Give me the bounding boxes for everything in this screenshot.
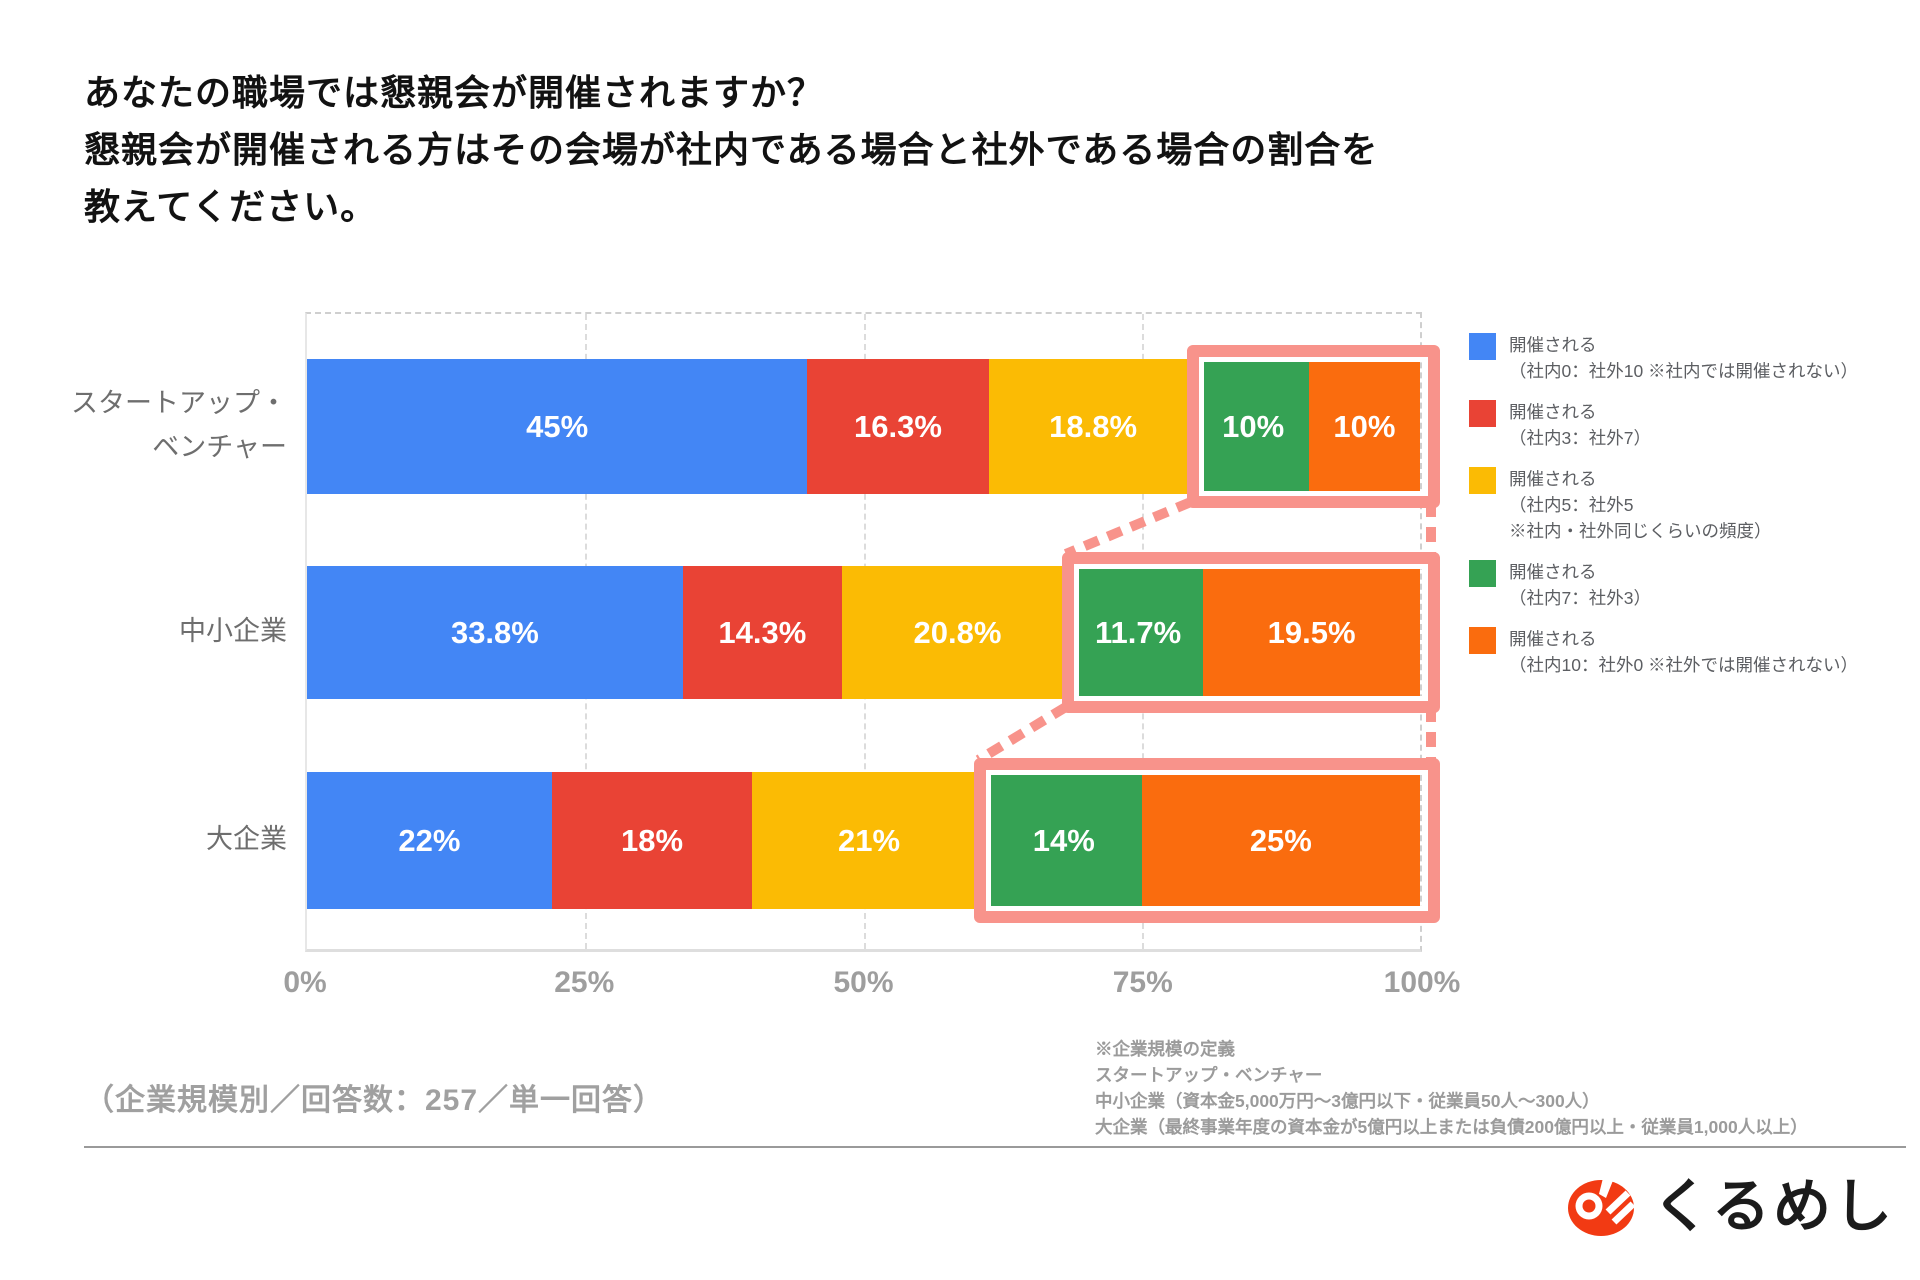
bar-segment-s2-row3: 18% [551, 772, 753, 909]
legend-item: 開催される （社内5：社外5 ※社内・社外同じくらいの頻度） [1469, 466, 1899, 544]
bar-segment-s3-row2: 20.8% [841, 566, 1074, 699]
legend-label: 開催される （社内10：社外0 ※社外では開催されない） [1509, 629, 1859, 675]
x-axis-tick-label: 75% [1112, 966, 1173, 999]
bar-value-label: 25% [1249, 822, 1312, 858]
chart-title-line: あなたの職場では懇親会が開催されますか？ [84, 72, 825, 113]
definition-note-line: 中小企業（資本金5,000万円～3億円以下・従業員50人～300人） [1095, 1091, 1600, 1111]
definition-note-line: 大企業（最終事業年度の資本金が5億円以上または負債200億円以上・従業員1,00… [1095, 1117, 1808, 1137]
legend-label: 開催される （社内3：社外7） [1509, 402, 1651, 448]
bar-segment-s3-row3: 21% [752, 772, 986, 909]
bar-value-label: 10% [1222, 408, 1285, 444]
bar-value-label: 33.8% [450, 614, 539, 650]
bar-segment-s1-row3: 22% [307, 772, 552, 909]
brand-logo: くるめし [1566, 1176, 1895, 1238]
definition-note-line: ※企業規模の定義 [1095, 1039, 1235, 1059]
bar-segment-s5-row3: 25% [1141, 772, 1420, 909]
legend-swatch [1469, 333, 1496, 360]
legend-label: 開催される （社内0：社外10 ※社内では開催されない） [1509, 335, 1859, 381]
legend-item: 開催される （社内3：社外7） [1469, 399, 1899, 451]
bar-value-label: 10% [1333, 408, 1396, 444]
bar-segment-s2-row2: 14.3% [682, 566, 842, 699]
chart-legend: 開催される （社内0：社外10 ※社内では開催されない） 開催される （社内3：社外7… [1469, 332, 1899, 693]
bar-row-2: 33.8% 14.3% 20.8% 11.7% 19.5% [307, 566, 1420, 699]
survey-note: （企業規模別／回答数：257／単一回答） [84, 1084, 665, 1117]
legend-label: 開催される （社内5：社外5 ※社内・社外同じくらいの頻度） [1509, 469, 1772, 541]
bar-value-label: 45% [526, 408, 589, 444]
y-axis-category-label: 中小企業 [179, 615, 287, 646]
legend-item: 開催される （社内7：社外3） [1469, 559, 1899, 611]
bar-segment-s4-row1: 10% [1197, 359, 1309, 494]
bar-segment-s2-row1: 16.3% [807, 359, 989, 494]
y-axis-category-label: スタートアップ・ ベンチャー [71, 387, 287, 462]
plot-area: 45% 16.3% 18.8% 10% 10% 33.8% 14.3% 20.8% 11.7% 1… [305, 312, 1440, 952]
legend-swatch [1469, 467, 1496, 494]
bar-segment-s4-row3: 14% [985, 772, 1142, 909]
legend-item: 開催される （社内0：社外10 ※社内では開催されない） [1469, 332, 1899, 384]
bar-segment-s5-row1: 10% [1308, 359, 1420, 494]
bar-value-label: 16.3% [854, 408, 942, 444]
bar-value-label: 14.3% [718, 614, 807, 650]
bar-row-1: 45% 16.3% 18.8% 10% 10% [307, 359, 1420, 494]
bar-row-3: 22% 18% 21% 14% 25% [307, 772, 1420, 909]
bar-segment-s3-row1: 18.8% [988, 359, 1198, 494]
legend-label: 開催される （社内7：社外3） [1509, 562, 1651, 608]
bar-segment-s1-row1: 45% [307, 359, 808, 494]
bar-value-label: 18.8% [1049, 408, 1138, 444]
y-axis-category-label: 大企業 [206, 823, 287, 854]
x-axis-tick-label: 25% [554, 966, 615, 999]
definition-note: ※企業規模の定義 スタートアップ・ベンチャー 中小企業（資本金5,000万円～3… [1095, 1036, 1808, 1140]
legend-swatch [1469, 400, 1496, 427]
brand-logo-icon [1568, 1178, 1636, 1236]
brand-logo-text: くるめし [1652, 1174, 1895, 1239]
bar-value-label: 21% [838, 822, 901, 858]
bar-segment-s5-row2: 19.5% [1203, 566, 1420, 699]
x-axis-tick-label: 100% [1383, 966, 1461, 999]
legend-swatch [1469, 627, 1496, 654]
bar-segment-s4-row2: 11.7% [1073, 566, 1204, 699]
chart-title: あなたの職場では懇親会が開催されますか？ 懇親会が開催される方はその会場が社内で… [84, 64, 1378, 235]
definition-note-line: スタートアップ・ベンチャー [1095, 1065, 1323, 1085]
legend-item: 開催される （社内10：社外0 ※社外では開催されない） [1469, 626, 1899, 678]
footer-divider [84, 1146, 1906, 1148]
chart-title-line: 懇親会が開催される方はその会場が社内である場合と社外である場合の割合を [84, 129, 1379, 170]
chart-title-line: 教えてください。 [84, 186, 378, 227]
bar-value-label: 18% [621, 822, 684, 858]
bar-value-label: 11.7% [1095, 614, 1182, 650]
legend-swatch [1469, 560, 1496, 587]
bar-value-label: 22% [398, 822, 461, 858]
x-axis-tick-label: 0% [283, 966, 327, 999]
bar-value-label: 14% [1032, 822, 1095, 858]
x-axis-tick-label: 50% [833, 966, 894, 999]
bar-value-label: 19.5% [1267, 614, 1356, 650]
bar-value-label: 20.8% [913, 614, 1002, 650]
bar-segment-s1-row2: 33.8% [307, 566, 683, 699]
